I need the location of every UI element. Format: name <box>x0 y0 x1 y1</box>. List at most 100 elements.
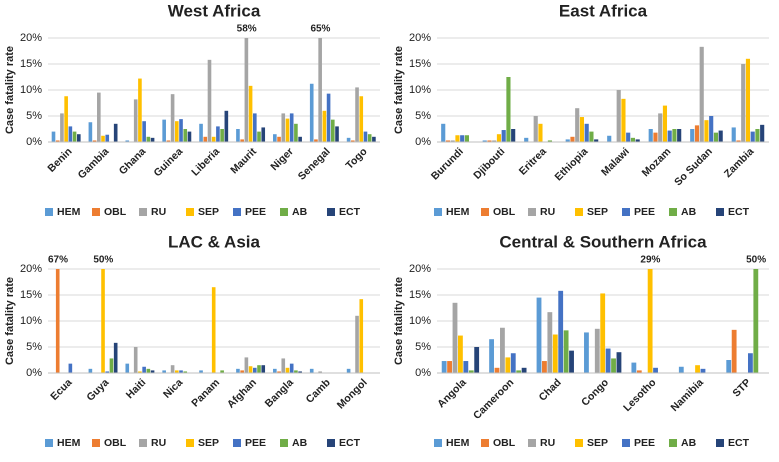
legend-swatch <box>186 208 194 216</box>
data-label: 65% <box>310 24 330 35</box>
x-tick-label: Ethiopia <box>553 145 591 183</box>
y-axis-label: Case fatality rate <box>4 277 16 365</box>
bar <box>636 370 642 373</box>
bar <box>273 134 277 142</box>
bar <box>183 371 188 373</box>
bar <box>547 312 553 373</box>
bar <box>700 368 706 373</box>
x-tick-label: Niger <box>268 146 295 173</box>
bar <box>294 370 298 373</box>
bar <box>594 328 600 373</box>
x-tick-label: Ghana <box>117 145 149 177</box>
y-tick-label: 5% <box>26 341 42 353</box>
bar <box>346 368 351 373</box>
bar <box>690 129 695 142</box>
legend-label: SEP <box>587 437 608 449</box>
bar <box>359 96 364 142</box>
bar <box>150 137 155 142</box>
bar <box>133 99 138 142</box>
bar <box>318 371 322 373</box>
bar <box>487 140 492 142</box>
legend-swatch <box>92 439 100 447</box>
y-tick-label: 20% <box>20 263 42 275</box>
bar <box>298 136 302 142</box>
bar <box>648 129 653 142</box>
legend-label: OBL <box>493 437 516 449</box>
x-tick-label: Lesotho <box>621 377 658 414</box>
bar <box>150 370 155 373</box>
bar <box>60 113 64 142</box>
bar <box>589 131 594 142</box>
legend-swatch <box>575 439 583 447</box>
bar <box>505 357 511 373</box>
bar <box>113 342 118 373</box>
bar <box>538 123 543 142</box>
legend-swatch <box>669 208 677 216</box>
bar <box>626 132 631 142</box>
bar <box>257 365 261 373</box>
legend-label: AB <box>292 437 308 449</box>
bar <box>309 83 314 142</box>
legend-swatch <box>233 439 241 447</box>
bar <box>667 130 672 142</box>
bar <box>510 353 516 373</box>
legend-label: RU <box>151 206 166 218</box>
x-tick-label: Panam <box>189 377 222 410</box>
bar <box>248 85 253 142</box>
bar <box>464 135 470 142</box>
legend-swatch <box>327 208 335 216</box>
x-tick-label: Congo <box>579 377 611 409</box>
bar <box>162 370 166 373</box>
bar <box>695 365 700 373</box>
bar <box>125 140 130 142</box>
legend-swatch <box>575 208 583 216</box>
bar <box>747 353 753 373</box>
bar <box>97 92 101 142</box>
legend-label: AB <box>681 206 697 218</box>
bar <box>653 367 658 373</box>
legend-label: HEM <box>446 206 470 218</box>
legend-swatch <box>481 208 489 216</box>
bar <box>211 287 216 373</box>
y-tick-label: 10% <box>409 315 431 327</box>
legend-label: HEM <box>446 437 470 449</box>
legend-swatch <box>139 208 147 216</box>
y-tick-label: 10% <box>20 315 42 327</box>
panel-title: Central & Southern Africa <box>499 232 707 251</box>
bar <box>355 87 359 142</box>
bar <box>142 121 146 142</box>
bar <box>224 110 229 142</box>
bar <box>236 129 240 142</box>
legend-label: ECT <box>339 437 361 449</box>
bar <box>351 140 355 142</box>
bar <box>468 370 474 373</box>
bar <box>88 368 93 373</box>
bar <box>211 136 216 142</box>
bar <box>72 131 77 142</box>
bar <box>273 368 277 373</box>
legend-swatch <box>716 439 724 447</box>
bar <box>355 315 359 373</box>
bar <box>277 371 281 373</box>
legend-label: HEM <box>57 437 81 449</box>
bar <box>482 140 487 142</box>
legend-label: OBL <box>493 206 516 218</box>
bar <box>463 361 469 373</box>
legend-label: RU <box>151 437 166 449</box>
bar <box>533 116 538 142</box>
bar <box>146 368 151 373</box>
bar <box>175 370 179 373</box>
bar <box>558 290 564 373</box>
y-tick-label: 10% <box>409 84 431 96</box>
legend-label: OBL <box>104 206 127 218</box>
bar <box>359 299 364 373</box>
x-tick-label: Angola <box>435 376 469 410</box>
bar <box>694 125 700 142</box>
bar <box>605 348 611 373</box>
bar <box>281 358 286 373</box>
x-tick-label: Burundi <box>429 146 466 183</box>
y-tick-label: 5% <box>415 341 431 353</box>
bar <box>616 90 621 142</box>
data-label: 58% <box>237 24 257 35</box>
